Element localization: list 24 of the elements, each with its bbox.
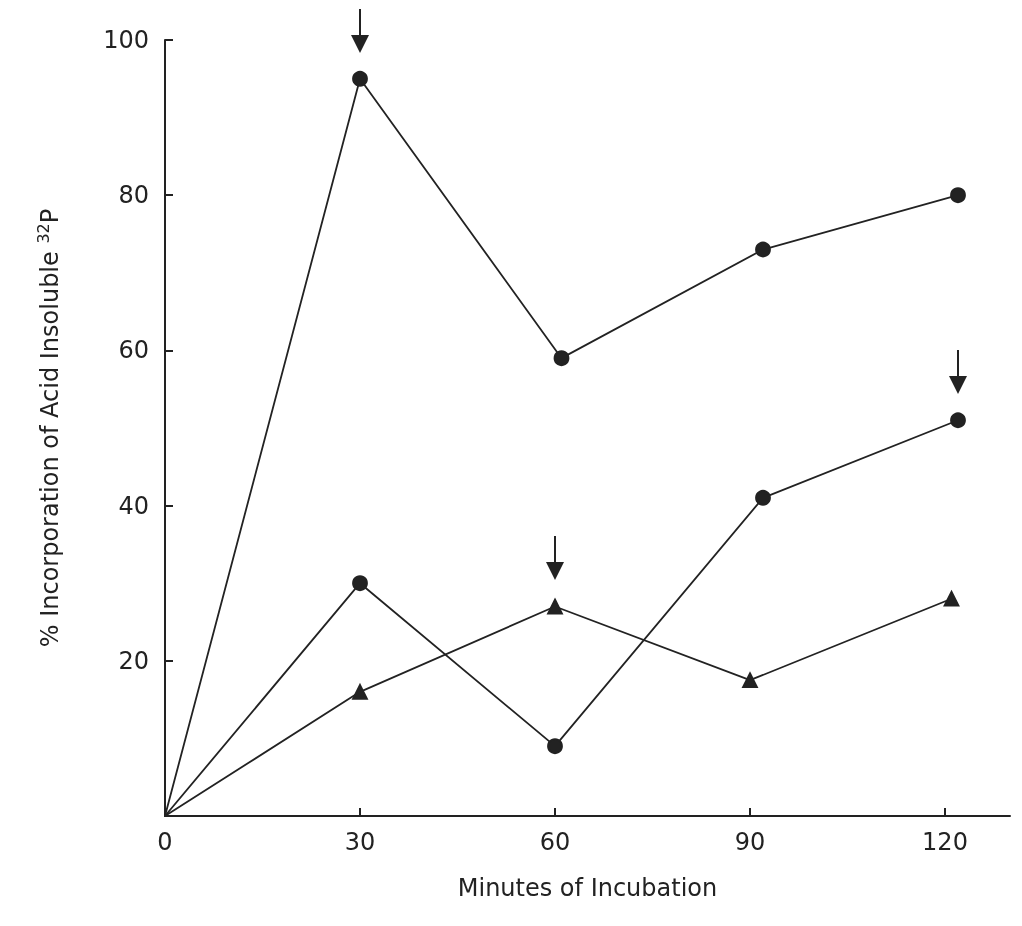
y-axis-title: % Incorporation of Acid Insoluble 32P — [33, 208, 64, 648]
point — [755, 489, 771, 506]
x-tick-label: 120 — [922, 828, 968, 856]
x-axis-title: Minutes of Incubation — [457, 874, 718, 902]
y-tick-label: 60 — [118, 336, 149, 365]
y-tick-label: 20 — [118, 646, 149, 675]
point — [950, 412, 966, 429]
x-tick-label: 60 — [539, 828, 571, 856]
y-tick-label: 40 — [118, 491, 149, 520]
point — [943, 590, 960, 607]
x-tick-label: 30 — [344, 828, 376, 856]
x-tick-label: 90 — [734, 828, 766, 856]
y-tick-label: 100 — [103, 26, 149, 54]
x-tick-label: 0 — [157, 828, 173, 856]
point — [547, 598, 563, 615]
point — [352, 575, 368, 592]
point — [742, 672, 758, 689]
point — [755, 241, 771, 258]
point — [553, 350, 570, 367]
point — [950, 187, 966, 204]
y-tick-label: 80 — [118, 181, 149, 210]
point — [352, 683, 368, 700]
point — [352, 70, 368, 87]
point — [547, 738, 563, 755]
